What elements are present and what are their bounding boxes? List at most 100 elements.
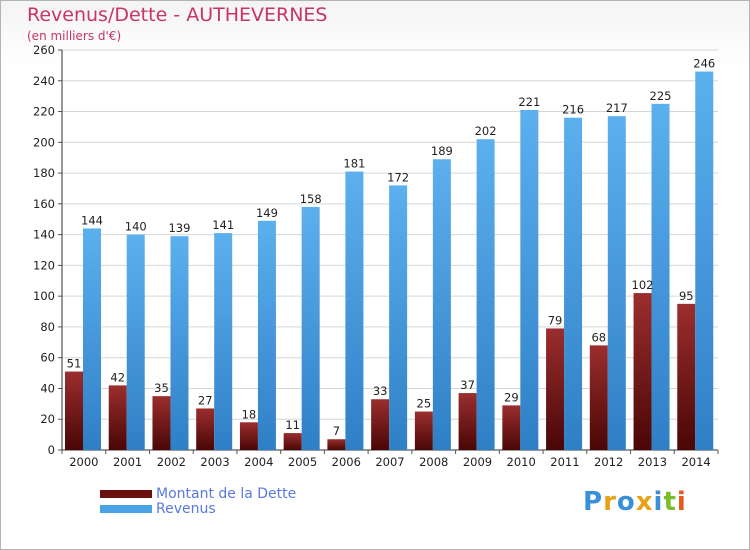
x-tick-label: 2006 xyxy=(332,455,361,469)
bars xyxy=(65,71,714,451)
x-tick-label: 2000 xyxy=(69,455,98,469)
value-label: 68 xyxy=(591,330,606,344)
bar-debt xyxy=(502,405,521,450)
x-tick-label: 2001 xyxy=(113,455,142,469)
x-tick-label: 2003 xyxy=(200,455,229,469)
value-label: 225 xyxy=(650,89,672,103)
x-tick-label: 2010 xyxy=(507,455,536,469)
legend-swatch-revenus xyxy=(100,505,152,513)
bar-debt xyxy=(152,396,171,450)
y-tick-label: 80 xyxy=(40,320,55,334)
bar-debt xyxy=(283,433,302,450)
bar-debt xyxy=(65,371,83,450)
value-label: 25 xyxy=(417,397,432,411)
y-tick-label: 200 xyxy=(33,135,55,149)
logo-letter: t xyxy=(663,487,677,517)
x-tick-label: 2008 xyxy=(419,455,448,469)
bar-revenus xyxy=(520,110,539,450)
y-tick-label: 180 xyxy=(33,166,55,180)
bar-debt xyxy=(458,393,477,450)
value-labels: 51 144 42 140 35 139 27 141 18 149 11 158 7 181 33 172 2… xyxy=(67,57,716,439)
bar-revenus xyxy=(651,103,670,450)
bar-revenus xyxy=(345,171,364,451)
bar-debt xyxy=(589,345,608,450)
logo-letter: x xyxy=(635,487,654,517)
value-label: 158 xyxy=(300,192,322,206)
value-label: 51 xyxy=(67,357,82,371)
x-tick-label: 2011 xyxy=(550,455,579,469)
bar-revenus xyxy=(301,206,320,450)
bar-revenus xyxy=(83,228,101,450)
y-tick-label: 140 xyxy=(33,228,55,242)
proxiti-logo: Proxiti xyxy=(583,487,687,517)
bar-debt xyxy=(677,303,696,450)
x-tick-label: 2014 xyxy=(681,455,710,469)
y-tick-label: 240 xyxy=(33,74,55,88)
x-tick-label: 2013 xyxy=(638,455,667,469)
y-tick-label: 120 xyxy=(33,258,55,272)
logo-letter: r xyxy=(603,487,617,517)
value-label: 95 xyxy=(679,289,694,303)
value-label: 172 xyxy=(387,170,409,184)
value-label: 217 xyxy=(606,101,628,115)
value-label: 11 xyxy=(285,418,300,432)
bar-debt xyxy=(371,399,390,450)
x-tick-label: 2009 xyxy=(463,455,492,469)
bar-revenus xyxy=(126,234,145,450)
value-label: 144 xyxy=(81,213,103,227)
bar-revenus xyxy=(257,220,276,450)
value-label: 18 xyxy=(242,407,257,421)
bar-debt xyxy=(196,408,215,450)
value-label: 149 xyxy=(256,206,278,220)
x-tick-label: 2005 xyxy=(288,455,317,469)
logo-letter: P xyxy=(583,487,604,517)
y-tick-label: 260 xyxy=(33,43,55,57)
bar-revenus xyxy=(476,139,495,450)
logo-letter: i xyxy=(653,487,664,517)
chart-title: Revenus/Dette - AUTHEVERNES xyxy=(27,4,328,26)
value-label: 33 xyxy=(373,384,388,398)
bar-debt xyxy=(546,328,565,450)
bar-debt xyxy=(327,439,346,450)
bar-revenus xyxy=(214,233,233,450)
y-tick-label: 220 xyxy=(33,105,55,119)
bar-debt xyxy=(108,385,127,450)
value-label: 141 xyxy=(212,218,234,232)
x-tick-label: 2002 xyxy=(157,455,186,469)
value-label: 29 xyxy=(504,390,519,404)
y-tick-label: 160 xyxy=(33,197,55,211)
legend-label-debt: Montant de la Dette xyxy=(156,486,297,502)
value-label: 35 xyxy=(154,381,169,395)
logo-letter: i xyxy=(676,487,687,517)
value-label: 202 xyxy=(475,124,497,138)
bar-revenus xyxy=(564,117,583,450)
bar-revenus xyxy=(170,236,189,450)
chart-subtitle: (en milliers d'€) xyxy=(27,29,122,43)
value-label: 102 xyxy=(632,278,654,292)
value-label: 189 xyxy=(431,144,453,158)
value-label: 139 xyxy=(168,221,190,235)
value-label: 79 xyxy=(548,313,563,327)
y-tick-label: 40 xyxy=(40,381,55,395)
bar-debt xyxy=(633,293,652,450)
logo-letter: o xyxy=(616,487,636,517)
value-label: 221 xyxy=(518,95,540,109)
x-tick-label: 2007 xyxy=(375,455,404,469)
legend-label-revenus: Revenus xyxy=(156,501,216,517)
legend-swatch-debt xyxy=(100,490,152,498)
value-label: 7 xyxy=(333,424,340,438)
bar-revenus xyxy=(695,71,714,451)
bar-chart: 0 20 40 60 80 100 120 140 160 180 200 220 240 260 2000… xyxy=(33,43,719,469)
y-tick-label: 20 xyxy=(40,412,55,426)
x-tick-label: 2012 xyxy=(594,455,623,469)
bar-debt xyxy=(239,422,258,450)
bar-revenus xyxy=(607,116,626,451)
bar-revenus xyxy=(389,185,408,450)
bar-debt xyxy=(414,411,433,450)
value-label: 27 xyxy=(198,393,213,407)
bar-revenus xyxy=(432,159,451,450)
y-tick-label: 100 xyxy=(33,289,55,303)
value-label: 181 xyxy=(343,157,365,171)
value-label: 37 xyxy=(460,378,475,392)
value-label: 246 xyxy=(693,57,715,71)
